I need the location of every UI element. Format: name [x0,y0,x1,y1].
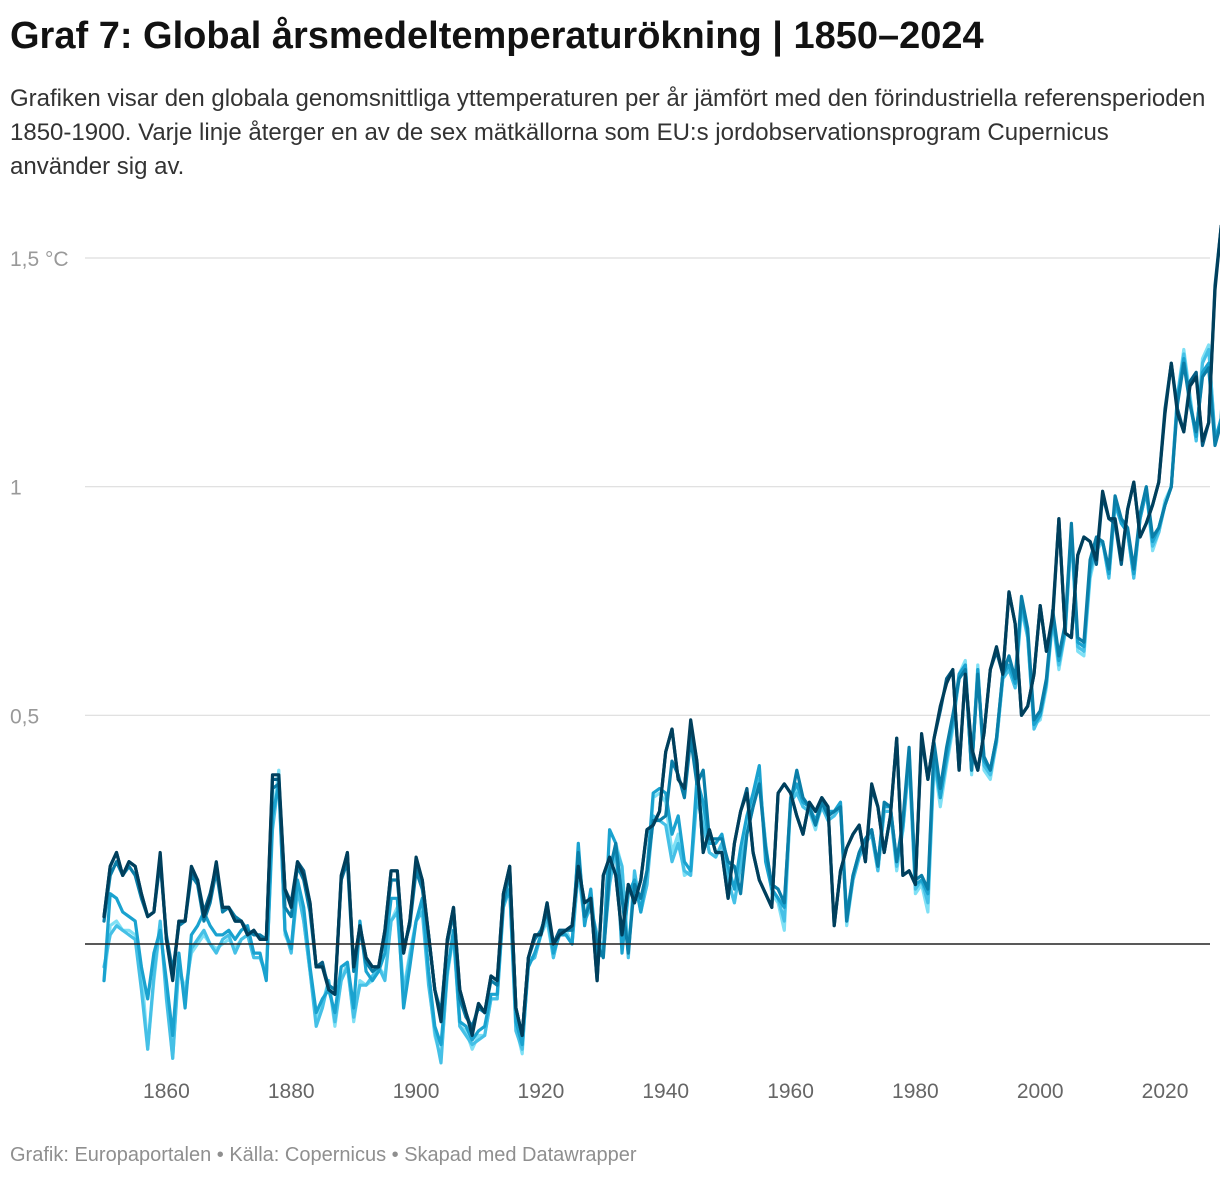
x-tick-label: 2020 [1142,1080,1189,1103]
source-credit: Grafik: Europaportalen • Källa: Copernic… [10,1144,637,1166]
x-tick-label: 2000 [1017,1080,1064,1103]
line-chart: 0,5 1 1,5 °C 1860 1880 1900 1920 1940 1960 1980 2… [10,224,1220,1103]
x-tick-label: 1860 [143,1080,190,1103]
x-tick-label: 1900 [393,1080,440,1103]
x-tick-label: 1920 [518,1080,565,1103]
x-tick-label: 1940 [642,1080,689,1103]
series-line [102,347,1220,1065]
chart-title: Graf 7: Global årsmedeltemperaturökning … [10,15,984,57]
y-axis-labels: 0,5 1 1,5 °C [10,248,69,728]
y-tick-label: 1 [10,477,22,500]
y-tick-label: 1,5 °C [10,248,69,271]
x-tick-label: 1980 [892,1080,939,1103]
x-axis-labels: 1860 1880 1900 1920 1940 1960 1980 2000 2020 [143,1080,1188,1103]
data-series [102,224,1220,1065]
x-tick-label: 1960 [767,1080,814,1103]
gridlines [85,257,1210,716]
y-tick-label: 0,5 [10,705,39,728]
chart-description: Grafiken visar den globala genomsnittlig… [10,85,1206,180]
series-line [102,224,1220,1038]
x-tick-label: 1880 [268,1080,315,1103]
